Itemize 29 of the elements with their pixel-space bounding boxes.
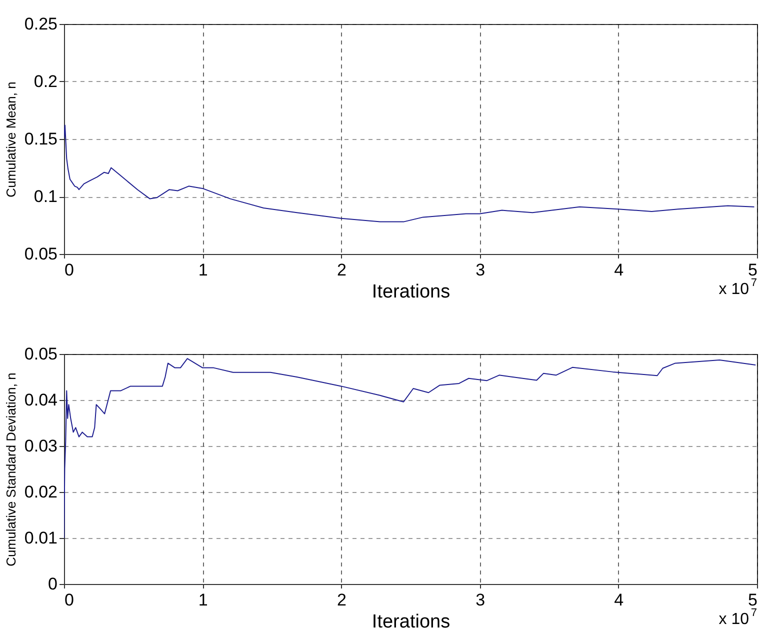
y-axis-title: Cumulative Standard Deviation, n [3,372,18,566]
x-tick-label: 1 [198,590,208,610]
line-series [64,124,755,222]
y-tick-label: 0.05 [24,344,58,364]
y-tick-label: 0.02 [24,482,58,502]
y-tick-label: 0.04 [24,390,58,410]
x-tick-label: 0 [64,590,74,610]
x-tick-label: 5 [748,260,758,280]
x-tick-label: 3 [476,260,486,280]
x-axis-title: Iterations [372,612,450,631]
x-tick-label: 1 [198,260,208,280]
x-axis-title: Iterations [372,282,450,302]
y-tick-label: 0.15 [24,130,58,148]
y-tick-label: 0.05 [24,244,58,264]
y-tick-label: 0 [48,574,58,594]
line-series [64,358,756,538]
x-tick-label: 4 [614,260,624,280]
x-tick-label: 2 [336,260,346,280]
x-tick-label: 0 [64,260,74,280]
x-tick-label: 2 [336,590,346,610]
y-tick-label: 0.2 [34,72,58,91]
x-tick-label: 5 [748,590,758,610]
y-tick-label: 0.01 [24,528,58,548]
x-tick-label: 3 [476,590,486,610]
y-tick-label: 0.25 [24,14,58,34]
y-tick-label: 0.1 [34,187,58,206]
y-tick-label: 0.03 [24,436,58,456]
y-axis-title: Cumulative Mean, n [3,82,18,198]
x-tick-label: 4 [614,590,624,610]
